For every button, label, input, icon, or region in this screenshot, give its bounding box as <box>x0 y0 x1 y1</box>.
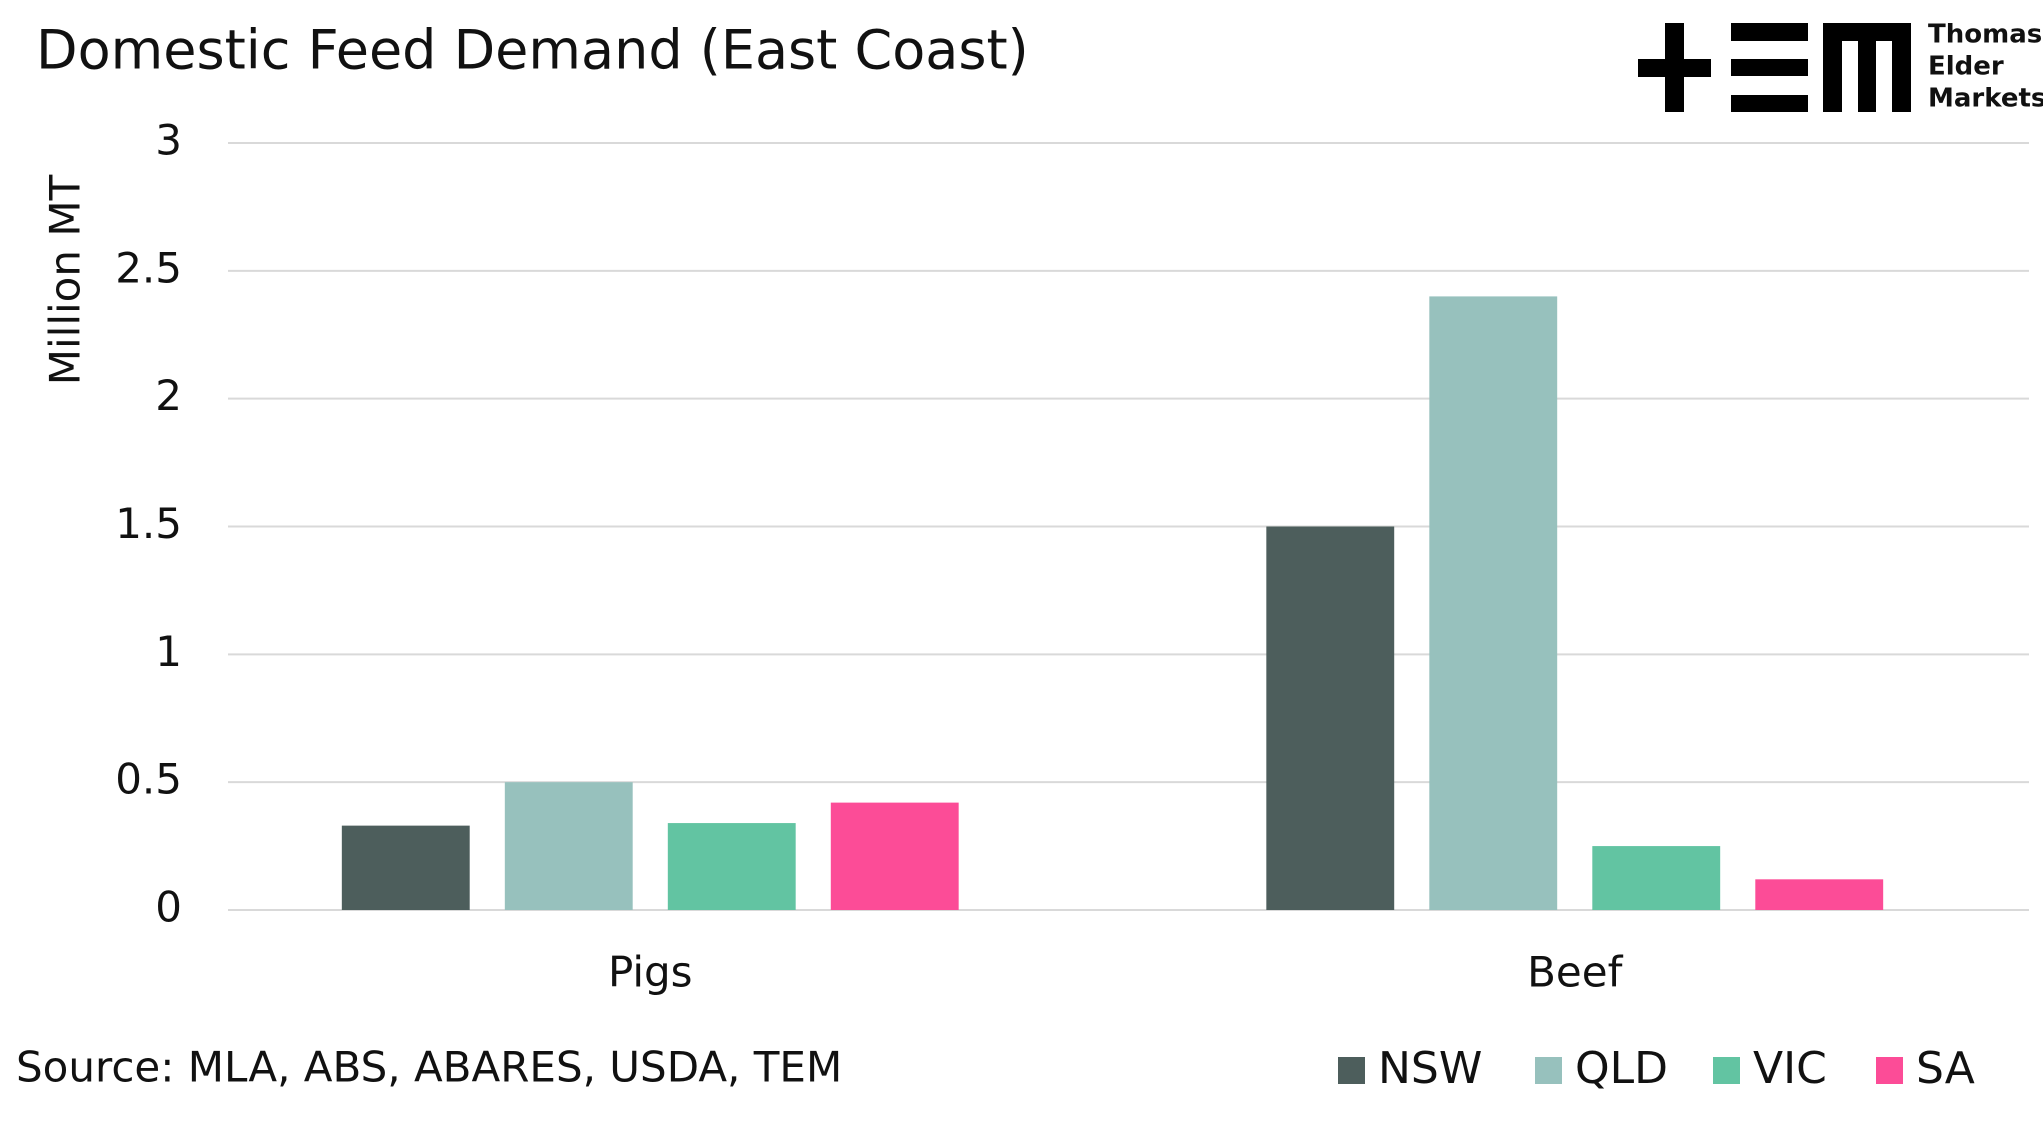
y-axis-label: Million MT <box>41 174 90 385</box>
logo-text: Thomas <box>1928 20 2042 50</box>
logo: Thomas Elder Markets <box>1638 20 2043 114</box>
y-tick-label: 2 <box>155 371 182 420</box>
logo-e-bar <box>1731 95 1808 112</box>
chart-title: Domestic Feed Demand (East Coast) <box>36 19 1029 82</box>
bar <box>667 823 796 910</box>
legend-label: SA <box>1916 1043 1975 1094</box>
legend-swatch <box>1876 1057 1903 1084</box>
bar <box>1592 846 1721 910</box>
bar <box>1429 296 1558 910</box>
y-tick-label: 0.5 <box>115 755 182 804</box>
legend-label: NSW <box>1378 1043 1482 1094</box>
logo-m-leg <box>1858 23 1876 112</box>
bar <box>1755 879 1884 910</box>
source-note: Source: MLA, ABS, ABARES, USDA, TEM <box>16 1043 842 1092</box>
logo-e-bar <box>1731 23 1808 41</box>
legend-swatch <box>1338 1057 1365 1084</box>
bar <box>341 825 470 910</box>
bar <box>830 802 959 910</box>
logo-m-leg <box>1823 23 1842 112</box>
bar <box>1266 526 1395 910</box>
y-tick-label: 0 <box>155 883 182 932</box>
legend-swatch <box>1713 1057 1740 1084</box>
bar <box>504 782 633 910</box>
y-tick-label: 1.5 <box>115 499 182 548</box>
legend-label: QLD <box>1575 1043 1668 1094</box>
y-tick-label: 3 <box>155 116 182 165</box>
logo-e-bar <box>1731 59 1808 76</box>
y-tick-label: 2.5 <box>115 243 182 292</box>
logo-text: Markets <box>1928 84 2043 114</box>
legend-label: VIC <box>1753 1043 1827 1094</box>
x-tick-label: Beef <box>1527 948 1623 997</box>
y-tick-label: 1 <box>155 627 182 676</box>
legend-swatch <box>1535 1057 1562 1084</box>
logo-plus-v <box>1665 23 1684 112</box>
logo-text: Elder <box>1928 52 2004 82</box>
x-tick-label: Pigs <box>608 948 693 997</box>
logo-m-leg <box>1892 23 1911 112</box>
